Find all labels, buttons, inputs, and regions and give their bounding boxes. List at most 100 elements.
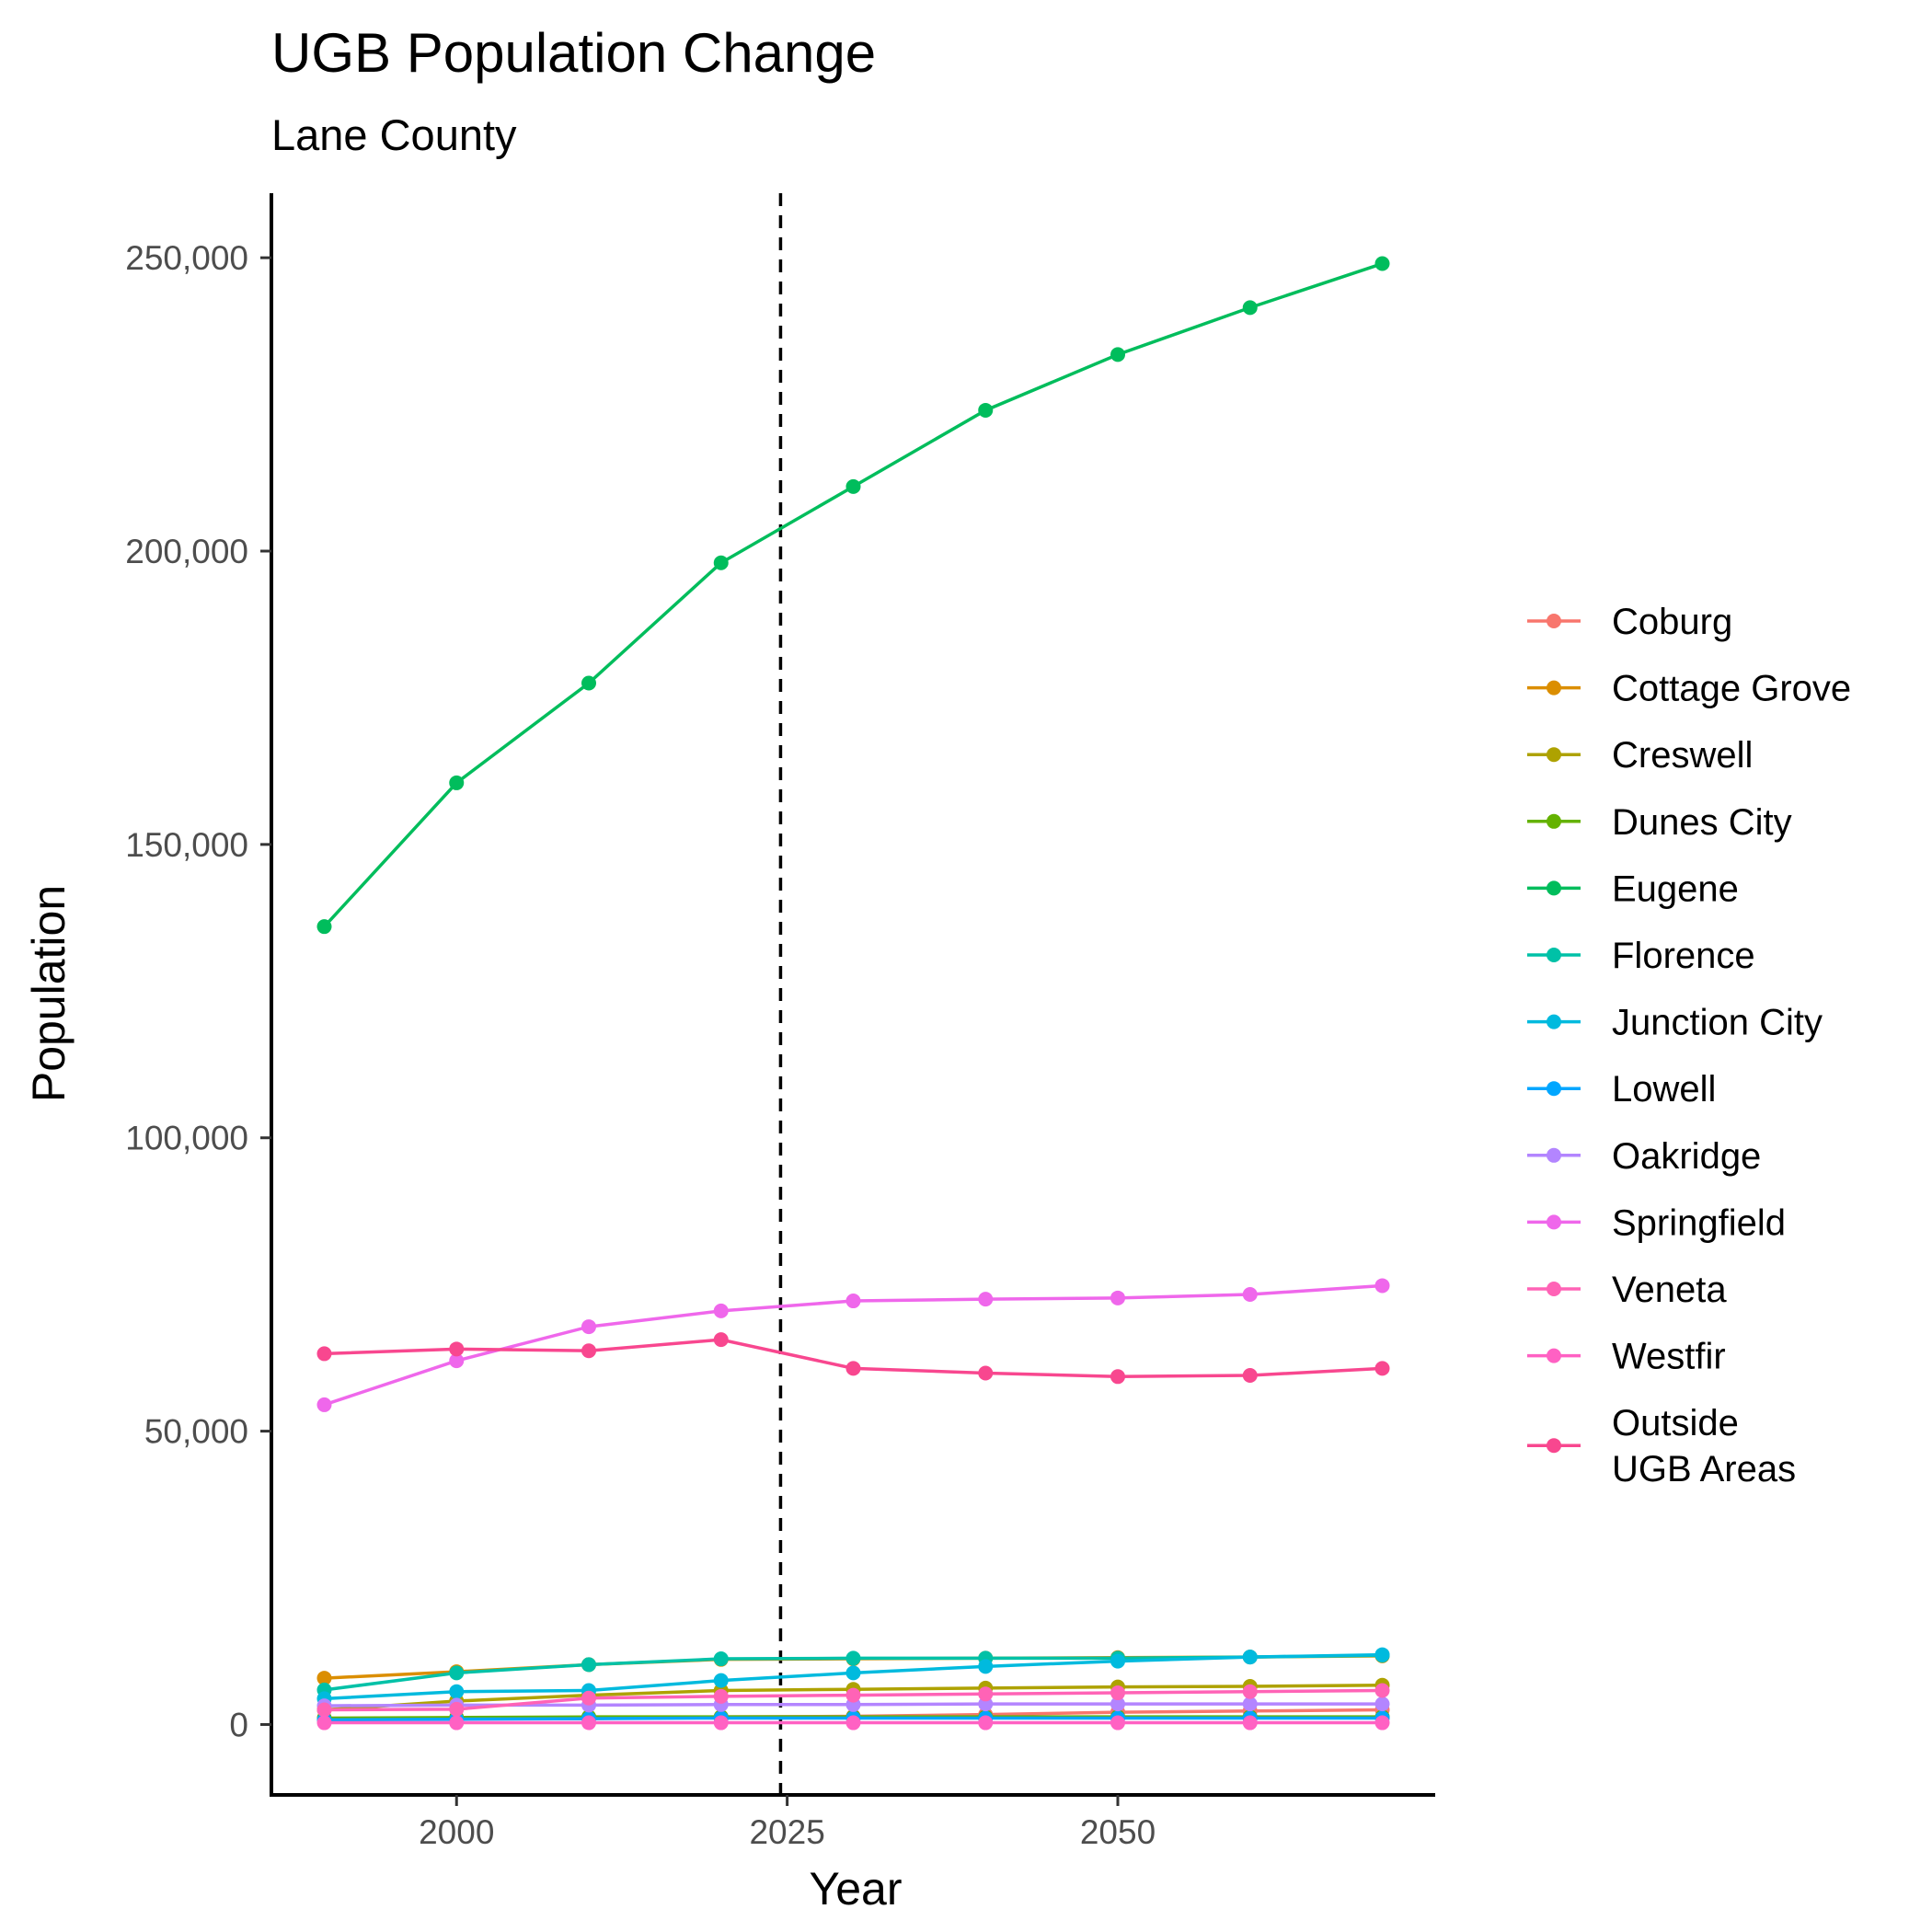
legend-label: Eugene: [1612, 868, 1739, 909]
legend-item-dunes-city: Dunes City: [1527, 802, 1792, 843]
legend-item-junction-city: Junction City: [1527, 1003, 1823, 1043]
legend-label: Outside UGB Areas: [1612, 1403, 1796, 1489]
data-point: [845, 1715, 861, 1731]
plot-area: [316, 193, 1390, 1795]
data-point: [713, 1673, 729, 1688]
data-point: [845, 478, 861, 494]
data-point: [978, 1292, 994, 1307]
legend-item-creswell: Creswell: [1527, 735, 1753, 776]
data-point: [1242, 1715, 1258, 1731]
legend-label: Coburg: [1612, 602, 1732, 642]
legend-key-point: [1547, 880, 1561, 896]
data-point: [581, 675, 596, 691]
series-eugene: [316, 256, 1390, 935]
data-point: [713, 1651, 729, 1667]
series-veneta: [316, 1683, 1390, 1718]
data-point: [581, 1715, 596, 1731]
legend: Coburg Cottage Grove Creswell Dunes City Eug…: [1527, 602, 1851, 1489]
series-springfield: [316, 1278, 1390, 1412]
data-point: [1242, 1684, 1258, 1699]
x-tick-label: 2000: [419, 1813, 494, 1851]
legend-label: Creswell: [1612, 735, 1753, 776]
data-point: [1374, 1647, 1390, 1662]
data-point: [581, 1343, 596, 1359]
y-tick-label: 250,000: [125, 239, 248, 277]
legend-item-cottage-grove: Cottage Grove: [1527, 669, 1851, 709]
data-point: [1374, 1696, 1390, 1712]
data-point: [316, 1346, 332, 1362]
legend-item-florence: Florence: [1527, 936, 1755, 976]
legend-item-lowell: Lowell: [1527, 1069, 1716, 1110]
legend-key-point: [1547, 1438, 1561, 1454]
data-point: [1374, 1683, 1390, 1698]
data-point: [316, 1671, 332, 1686]
data-point: [1374, 1715, 1390, 1731]
data-point: [1374, 256, 1390, 271]
legend-key-point: [1547, 614, 1561, 628]
series-westfir: [316, 1715, 1390, 1731]
legend-item-coburg: Coburg: [1527, 602, 1732, 642]
data-point: [1110, 347, 1125, 362]
series-line: [323, 261, 1384, 928]
y-tick-label: 0: [229, 1706, 248, 1743]
data-point: [1374, 1278, 1390, 1294]
data-point: [316, 919, 332, 935]
legend-key-point: [1547, 680, 1561, 696]
data-point: [1110, 1290, 1125, 1305]
chart-subtitle: Lane County: [271, 110, 517, 159]
legend-key-point: [1547, 1214, 1561, 1230]
y-axis-ticks: 0 50,000 100,000 150,000 200,000 250,000: [125, 239, 271, 1743]
legend-item-westfir: Westfir: [1527, 1337, 1726, 1377]
legend-label: Dunes City: [1612, 802, 1792, 843]
data-point: [713, 1332, 729, 1348]
data-point: [845, 1687, 861, 1703]
data-point: [449, 1684, 465, 1699]
data-point: [845, 1361, 861, 1376]
data-point: [1242, 300, 1258, 316]
data-point: [1242, 1287, 1258, 1303]
data-point: [713, 1715, 729, 1731]
legend-label: Westfir: [1612, 1337, 1726, 1377]
chart-title: UGB Population Change: [271, 22, 876, 84]
y-tick-label: 50,000: [144, 1413, 248, 1451]
legend-item-outside-ugb-areas: Outside UGB Areas: [1527, 1403, 1796, 1489]
legend-label: Oakridge: [1612, 1136, 1761, 1177]
x-axis-ticks: 2000 2025 2050: [419, 1795, 1156, 1851]
data-point: [1242, 1696, 1258, 1712]
data-point: [1374, 1361, 1390, 1376]
series-outside-ugb-areas: [316, 1332, 1390, 1385]
legend-label: Springfield: [1612, 1202, 1786, 1243]
data-point: [978, 1365, 994, 1381]
data-point: [978, 402, 994, 418]
data-point: [581, 1657, 596, 1673]
data-point: [449, 1341, 465, 1357]
legend-key-point: [1547, 1348, 1561, 1363]
data-point: [845, 1665, 861, 1681]
data-point: [1110, 1369, 1125, 1385]
data-point: [978, 1659, 994, 1674]
legend-label: Florence: [1612, 936, 1755, 976]
data-point: [316, 1397, 332, 1412]
data-point: [713, 1303, 729, 1318]
legend-key-point: [1547, 813, 1561, 829]
data-point: [845, 1650, 861, 1666]
legend-label: Lowell: [1612, 1069, 1716, 1110]
data-point: [449, 1665, 465, 1681]
legend-key-point: [1547, 747, 1561, 763]
legend-key-point: [1547, 1081, 1561, 1097]
data-point: [581, 1319, 596, 1335]
legend-key-point: [1547, 1014, 1561, 1029]
data-point: [978, 1686, 994, 1702]
y-tick-label: 100,000: [125, 1120, 248, 1157]
data-point: [978, 1715, 994, 1731]
x-tick-label: 2050: [1080, 1813, 1156, 1851]
legend-key-point: [1547, 1282, 1561, 1296]
data-point: [316, 1702, 332, 1718]
legend-item-springfield: Springfield: [1527, 1202, 1786, 1243]
legend-item-oakridge: Oakridge: [1527, 1136, 1761, 1177]
legend-key-point: [1547, 948, 1561, 962]
data-point: [316, 1715, 332, 1731]
data-point: [1110, 1653, 1125, 1669]
y-axis-title: Population: [23, 885, 75, 1102]
